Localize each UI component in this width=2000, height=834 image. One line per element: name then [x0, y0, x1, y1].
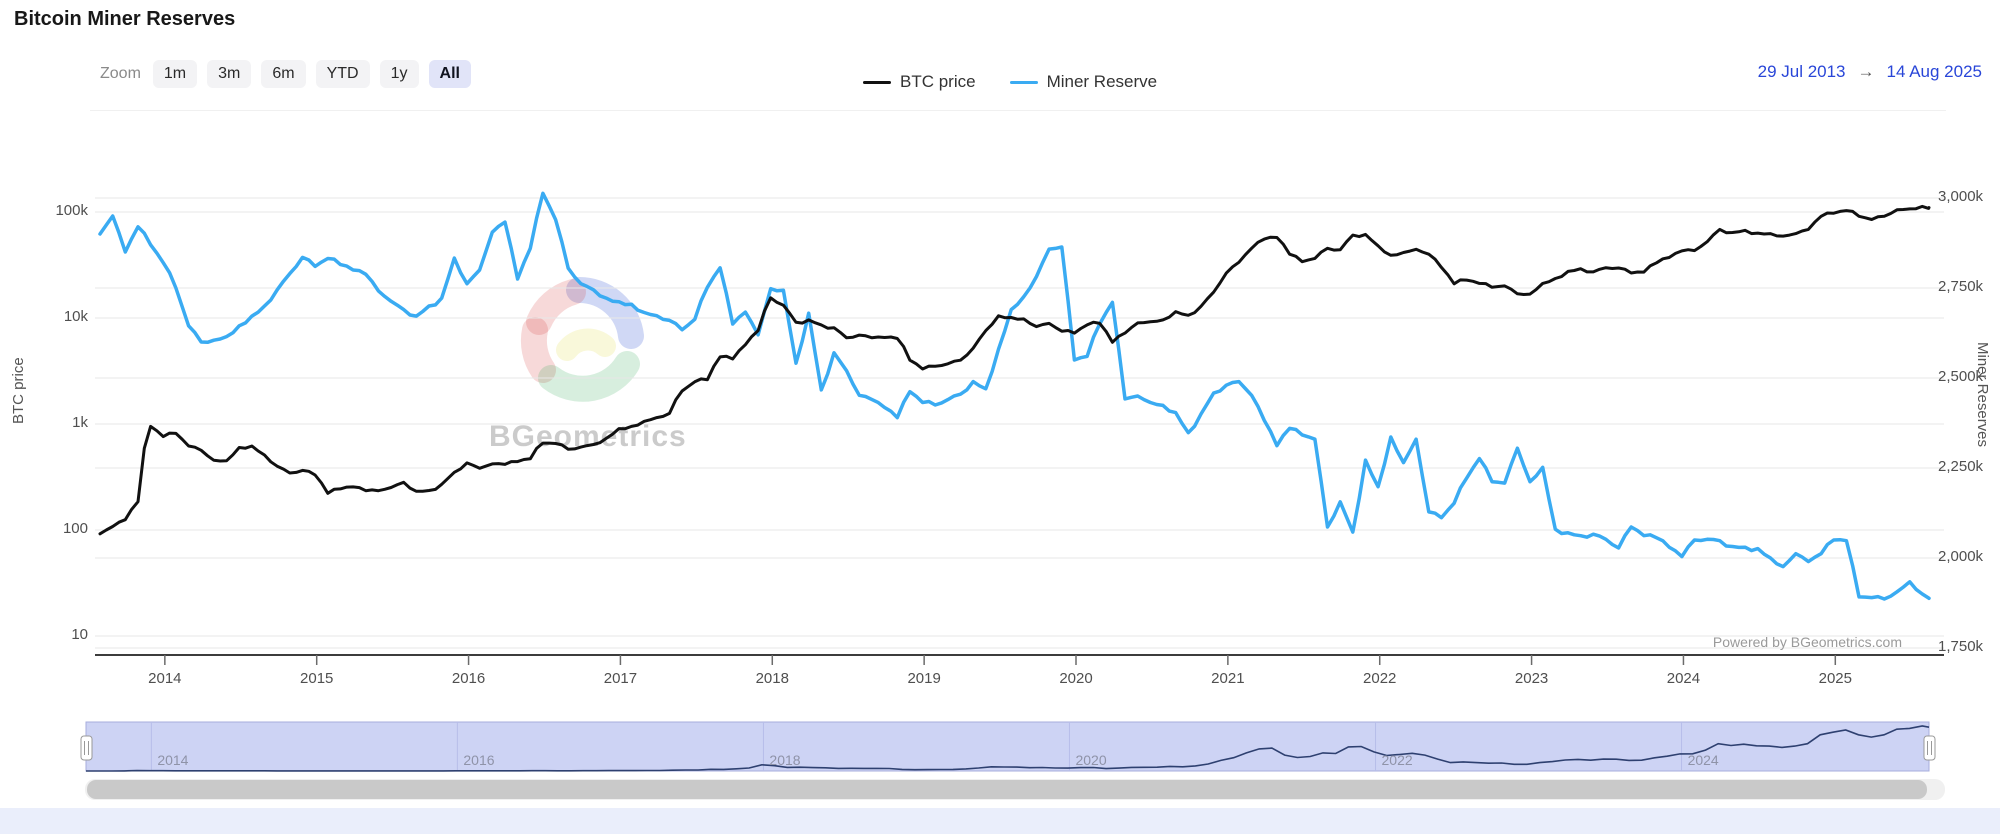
navigator-left-handle[interactable]: [80, 735, 93, 761]
scrollbar-thumb[interactable]: [87, 780, 1927, 799]
btc-price-swatch: [863, 80, 891, 84]
legend-item-btc-price[interactable]: BTC price: [863, 72, 976, 92]
bgeometrics-watermark: BGeometrics: [489, 268, 686, 453]
page-title: Bitcoin Miner Reserves: [14, 8, 236, 30]
zoom-button-ytd[interactable]: YTD: [315, 60, 370, 88]
legend-item-miner-reserve[interactable]: Miner Reserve: [1009, 72, 1158, 92]
range-end-date[interactable]: 14 Aug 2025: [1886, 62, 1982, 81]
footer-strip: [0, 808, 2000, 834]
miner-reserve-swatch: [1009, 80, 1038, 84]
zoom-button-3m[interactable]: 3m: [207, 60, 252, 88]
legend-label-btc-price: BTC price: [900, 72, 976, 91]
chart-legend: BTC price Miner Reserve: [863, 72, 1157, 92]
zoom-button-all[interactable]: All: [428, 60, 471, 88]
btc-price-series-line: [98, 204, 1931, 536]
zoom-button-1m[interactable]: 1m: [152, 60, 198, 88]
date-range-selector: 29 Jul 2013 → 14 Aug 2025: [1758, 62, 1982, 82]
zoom-button-1y[interactable]: 1y: [379, 60, 419, 88]
chart-controls: Zoom 1m 3m 6m YTD 1y All BTC price Miner…: [0, 0, 2000, 100]
bgeometrics-watermark-text: BGeometrics: [489, 420, 687, 453]
range-start-date[interactable]: 29 Jul 2013: [1757, 62, 1846, 81]
range-arrow-icon: →: [1857, 62, 1875, 81]
zoom-button-6m[interactable]: 6m: [261, 60, 306, 88]
bgeometrics-logo-icon: [520, 276, 644, 402]
navigator-mask[interactable]: [85, 721, 1930, 772]
zoom-range-selector: Zoom 1m 3m 6m YTD 1y All: [100, 60, 471, 88]
plot-top-border: [90, 110, 1946, 111]
legend-label-miner-reserve: Miner Reserve: [1046, 72, 1158, 91]
navigator-right-handle[interactable]: [1923, 735, 1936, 761]
miner-reserve-series-line: [98, 191, 1931, 601]
zoom-label: Zoom: [100, 65, 141, 82]
navigator-series-line: [86, 725, 1930, 772]
